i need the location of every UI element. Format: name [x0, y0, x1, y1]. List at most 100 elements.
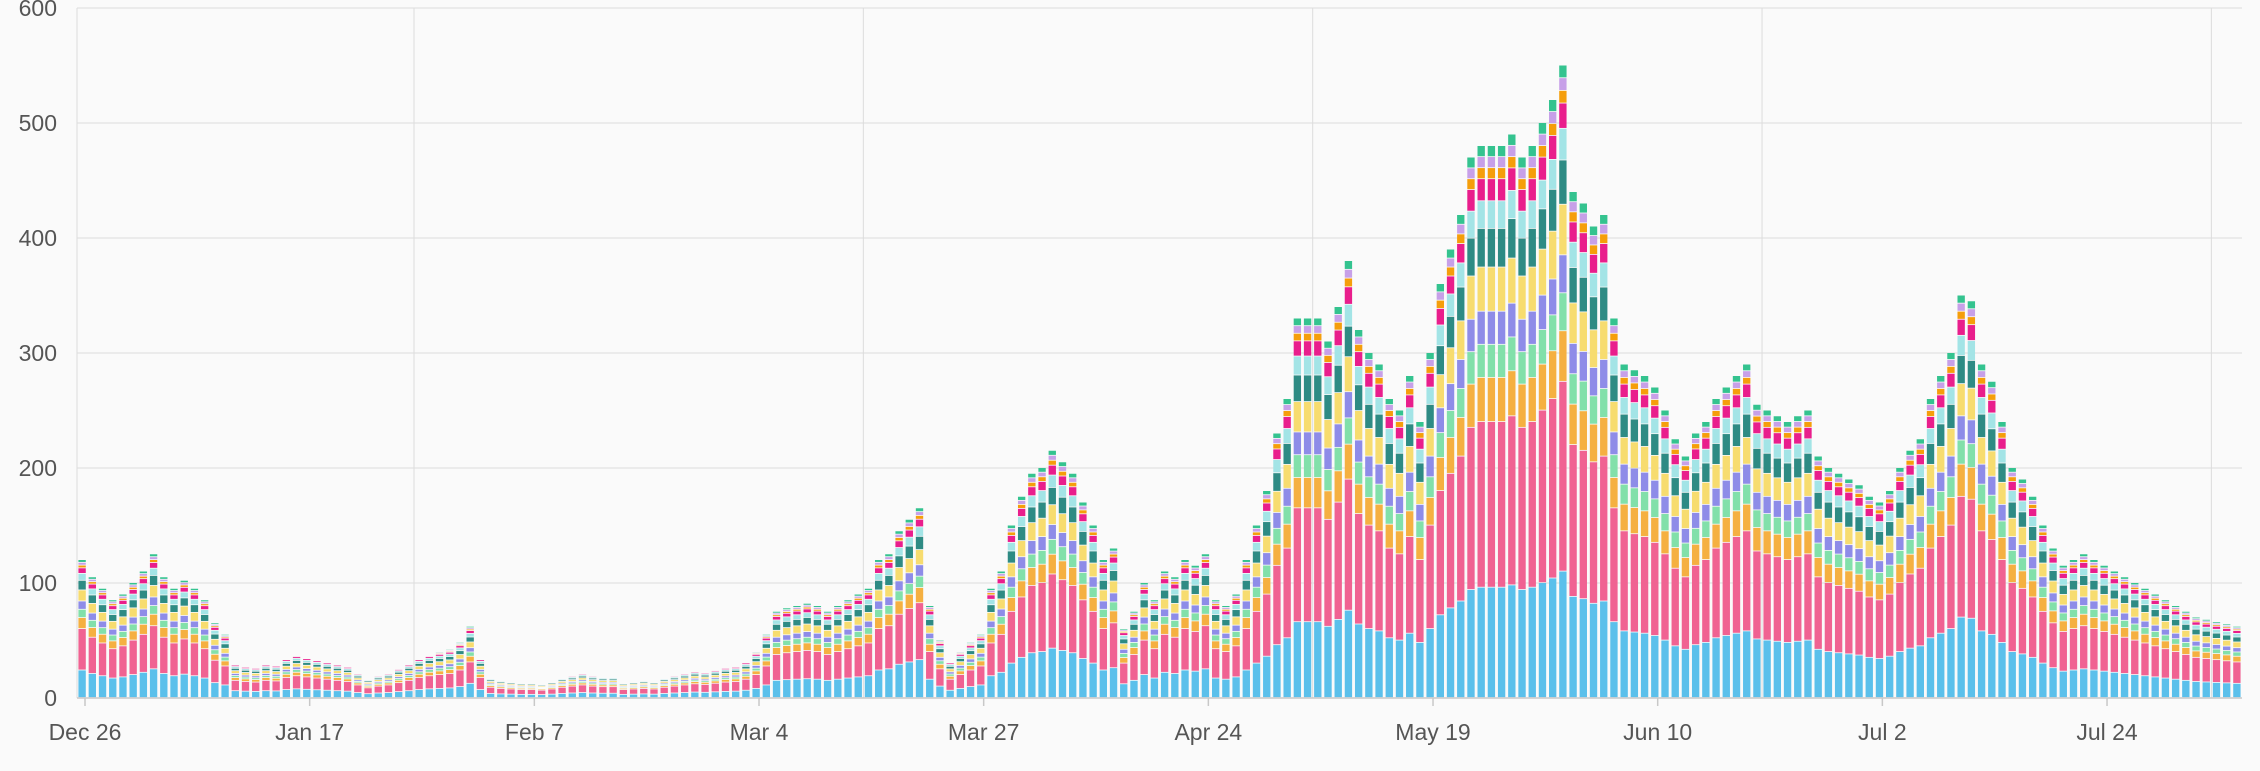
bar-segment — [1774, 501, 1781, 517]
bar-segment — [2192, 626, 2199, 629]
bar-segment — [1927, 399, 1934, 404]
bar-segment — [1375, 371, 1382, 377]
bar-segment — [1549, 124, 1556, 135]
bar-segment — [1774, 433, 1781, 443]
bar-segment — [1467, 320, 1474, 352]
bar-segment — [804, 632, 811, 637]
bar-segment — [661, 680, 668, 681]
bar-segment — [2070, 563, 2077, 565]
bar-segment — [1988, 451, 1995, 476]
bar-segment — [1580, 278, 1587, 312]
bar-segment — [2111, 635, 2118, 672]
bar-segment — [395, 679, 402, 680]
bar-segment — [865, 643, 872, 675]
bar-segment — [1784, 560, 1791, 642]
bar-segment — [1396, 411, 1403, 416]
bar-segment — [885, 669, 892, 697]
bar-segment — [1549, 190, 1556, 231]
bar-segment — [814, 634, 821, 639]
bar-segment — [1355, 367, 1362, 385]
bar-stack — [1794, 416, 1801, 697]
bar-stack — [1978, 365, 1985, 698]
bar-segment — [477, 675, 484, 677]
bar-segment — [375, 685, 382, 686]
bar-segment — [865, 622, 872, 628]
bar-stack — [1937, 376, 1944, 697]
bar-segment — [742, 677, 749, 679]
bar-segment — [242, 671, 249, 672]
bar-segment — [1998, 433, 2005, 438]
bar-segment — [589, 685, 596, 686]
bar-segment — [1120, 632, 1127, 633]
bar-segment — [181, 623, 188, 629]
bar-segment — [1518, 190, 1525, 211]
bar-segment — [865, 600, 872, 605]
bar-segment — [1569, 344, 1576, 374]
bar-stack — [283, 660, 290, 697]
bar-segment — [1488, 168, 1495, 178]
bar-segment — [1253, 598, 1260, 611]
bar-segment — [1457, 457, 1464, 601]
bar-segment — [293, 657, 300, 658]
bar-segment — [1100, 610, 1107, 617]
bar-segment — [2049, 611, 2056, 622]
bar-segment — [885, 569, 892, 575]
bar-segment — [1365, 429, 1372, 456]
bar-segment — [1702, 433, 1709, 438]
bar-segment — [916, 537, 923, 549]
bar-segment — [1273, 439, 1280, 443]
bar-segment — [1937, 492, 1944, 511]
bar-segment — [232, 666, 239, 667]
bar-stack — [1559, 66, 1566, 698]
bar-segment — [2162, 635, 2169, 640]
bar-segment — [1651, 434, 1658, 455]
bar-segment — [875, 568, 882, 573]
bar-segment — [2223, 683, 2230, 697]
bar-segment — [1580, 451, 1587, 599]
bar-stack — [1845, 480, 1852, 698]
bar-segment — [2162, 649, 2169, 678]
bar-segment — [487, 682, 494, 683]
bar-segment — [1529, 588, 1536, 698]
bar-segment — [1682, 558, 1689, 577]
bar-segment — [262, 671, 269, 673]
bar-segment — [1508, 337, 1515, 370]
bar-segment — [1569, 597, 1576, 697]
bar-segment — [2080, 626, 2087, 668]
x-tick-label: Dec 26 — [49, 719, 122, 745]
bar-stack — [211, 623, 218, 697]
bar-segment — [2182, 613, 2189, 614]
bar-segment — [507, 695, 514, 698]
bar-segment — [773, 631, 780, 637]
bar-segment — [2172, 612, 2179, 615]
bar-segment — [2182, 625, 2189, 630]
bar-segment — [1253, 543, 1260, 551]
bar-segment — [201, 600, 208, 601]
bar-segment — [875, 563, 882, 565]
bar-segment — [446, 660, 453, 663]
bar-segment — [334, 691, 341, 697]
bar-segment — [1794, 642, 1801, 698]
bar-segment — [1815, 457, 1822, 461]
bar-segment — [926, 606, 933, 607]
bar-segment — [1784, 433, 1791, 438]
bar-segment — [2100, 672, 2107, 698]
bar-segment — [2039, 536, 2046, 542]
bar-segment — [2162, 678, 2169, 697]
bar-segment — [2121, 628, 2128, 637]
bar-segment — [599, 679, 606, 680]
bar-segment — [1804, 416, 1811, 421]
bar-segment — [926, 608, 933, 609]
bar-segment — [1804, 474, 1811, 496]
bar-segment — [1038, 503, 1045, 518]
bar-segment — [998, 673, 1005, 698]
bar-stack — [2172, 606, 2179, 697]
bar-stack — [1141, 583, 1148, 697]
bar-segment — [385, 683, 392, 684]
bar-segment — [395, 681, 402, 683]
bar-segment — [313, 663, 320, 664]
bar-segment — [906, 523, 913, 526]
bar-segment — [783, 628, 790, 634]
x-tick-label: Feb 7 — [505, 719, 564, 745]
bar-segment — [385, 693, 392, 697]
